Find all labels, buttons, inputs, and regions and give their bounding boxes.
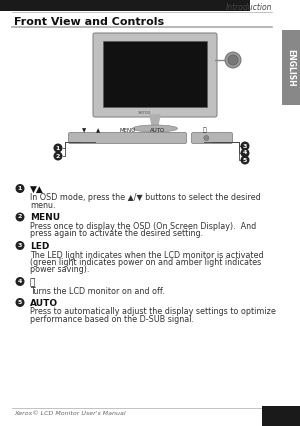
FancyBboxPatch shape: [191, 132, 232, 144]
Circle shape: [241, 149, 250, 158]
Text: Press to automatically adjust the display settings to optimize: Press to automatically adjust the displa…: [30, 308, 276, 317]
Ellipse shape: [133, 125, 178, 132]
Text: LED: LED: [30, 242, 50, 251]
Text: 2: 2: [18, 215, 22, 219]
Bar: [103, 41, 207, 107]
Circle shape: [16, 277, 25, 286]
Circle shape: [204, 135, 209, 141]
Circle shape: [225, 52, 241, 68]
Text: ⏻: ⏻: [203, 127, 207, 133]
Text: Front View and Controls: Front View and Controls: [14, 17, 164, 27]
Bar: [262, 406, 300, 426]
Text: power saving).: power saving).: [30, 265, 89, 274]
Polygon shape: [150, 115, 160, 125]
Text: ENGLISH: ENGLISH: [286, 49, 296, 86]
Circle shape: [16, 213, 25, 222]
Circle shape: [228, 55, 238, 65]
Text: 1: 1: [18, 186, 22, 191]
Text: The LED light indicates when the LCD monitor is activated: The LED light indicates when the LCD mon…: [30, 250, 264, 259]
Text: 5: 5: [243, 158, 247, 162]
Circle shape: [241, 155, 250, 164]
Text: MENU: MENU: [120, 128, 136, 133]
Circle shape: [53, 152, 62, 161]
Text: AUTO: AUTO: [30, 299, 58, 308]
Text: ▲: ▲: [96, 128, 100, 133]
Text: ▼▲: ▼▲: [30, 185, 44, 194]
Text: Xerox© LCD Monitor User's Manual: Xerox© LCD Monitor User's Manual: [14, 411, 126, 416]
Text: ⏻: ⏻: [30, 278, 35, 287]
Text: ▼: ▼: [82, 128, 86, 133]
Text: 11: 11: [262, 411, 270, 416]
Text: 3: 3: [18, 243, 22, 248]
Text: Press once to display the OSD (On Screen Display).  And: Press once to display the OSD (On Screen…: [30, 222, 256, 231]
Text: Turns the LCD monitor on and off.: Turns the LCD monitor on and off.: [30, 287, 165, 296]
FancyBboxPatch shape: [93, 33, 217, 117]
Circle shape: [16, 241, 25, 250]
Circle shape: [16, 184, 25, 193]
FancyBboxPatch shape: [68, 132, 187, 144]
Circle shape: [16, 298, 25, 307]
Text: xerox: xerox: [138, 109, 152, 115]
Text: 4: 4: [18, 279, 22, 284]
Text: menu.: menu.: [30, 201, 56, 210]
Text: 4: 4: [243, 150, 247, 155]
Text: 1: 1: [56, 146, 60, 150]
Text: In OSD mode, press the ▲/▼ buttons to select the desired: In OSD mode, press the ▲/▼ buttons to se…: [30, 193, 261, 202]
Text: AUTO: AUTO: [150, 128, 166, 133]
Circle shape: [241, 141, 250, 150]
Text: 2: 2: [56, 153, 60, 158]
Text: 3: 3: [243, 144, 247, 149]
Text: (green light indicates power on and amber light indicates: (green light indicates power on and ambe…: [30, 258, 261, 267]
Bar: [282, 30, 300, 105]
Bar: [0, 0, 250, 11]
Text: 5: 5: [18, 300, 22, 305]
Text: MENU: MENU: [30, 213, 60, 222]
Text: Introduction: Introduction: [226, 3, 272, 12]
Text: press again to activate the desired setting.: press again to activate the desired sett…: [30, 230, 203, 239]
Circle shape: [53, 144, 62, 153]
Text: performance based on the D-SUB signal.: performance based on the D-SUB signal.: [30, 315, 194, 324]
